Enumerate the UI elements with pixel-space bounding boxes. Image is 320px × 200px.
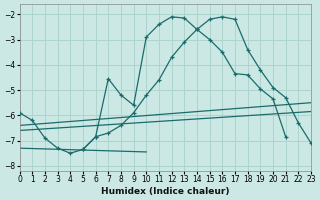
X-axis label: Humidex (Indice chaleur): Humidex (Indice chaleur): [101, 187, 229, 196]
